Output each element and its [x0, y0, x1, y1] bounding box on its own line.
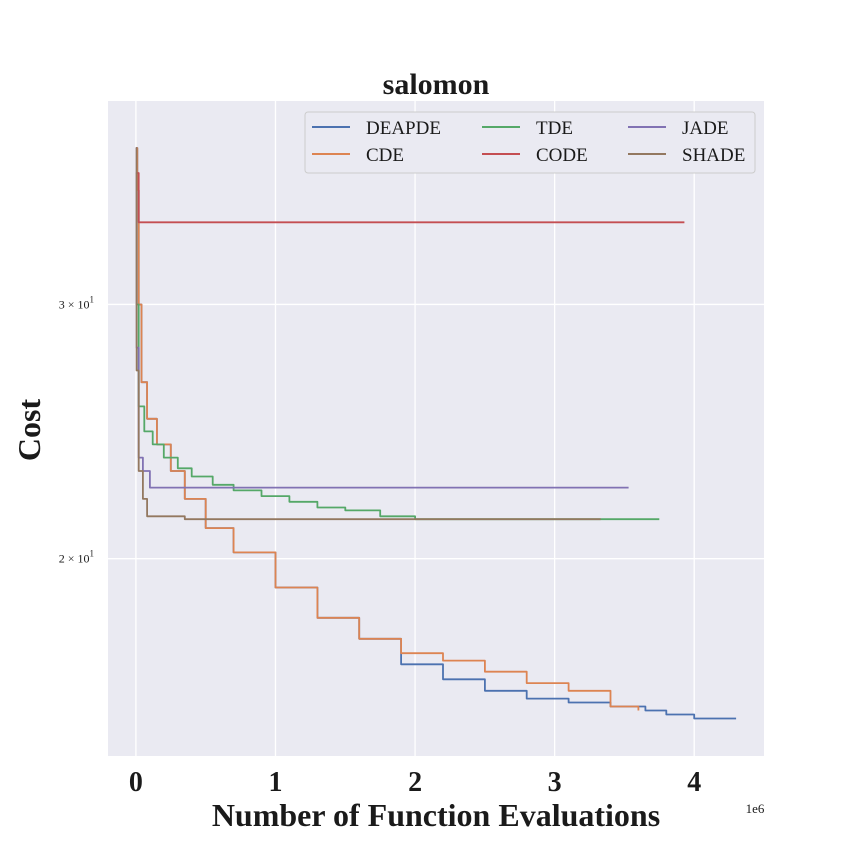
x-axis-label: Number of Function Evaluations [212, 797, 660, 833]
legend-label-jade: JADE [682, 118, 728, 139]
series-line-cde [135, 147, 640, 711]
x-tick-labels: 0 1 2 3 4 [129, 767, 701, 798]
series-line-tde [135, 172, 660, 521]
legend-label-cde: CDE [366, 145, 404, 166]
x-tick-label: 4 [687, 767, 701, 798]
x-tick-label: 0 [129, 767, 143, 798]
legend-label-shade: SHADE [682, 145, 745, 166]
x-tick-label: 1 [268, 767, 282, 798]
y-tick-labels: 3 × 101 2 × 101 [59, 294, 94, 565]
legend-label-code: CODE [536, 145, 588, 166]
series-line-shade [135, 147, 601, 521]
y-axis-label: Cost [11, 399, 47, 462]
chart-title: salomon [383, 68, 490, 101]
y-tick-label: 3 × 101 [59, 294, 94, 311]
x-tick-label: 2 [408, 767, 422, 798]
legend-label-tde: TDE [536, 118, 573, 139]
y-tick-label: 2 × 101 [59, 549, 94, 566]
grid-lines [108, 101, 764, 756]
legend-label-deapde: DEAPDE [366, 118, 441, 139]
x-axis-offset-label: 1e6 [746, 801, 765, 816]
legend: DEAPDE CDE TDE CODE JADE SHADE [304, 111, 756, 174]
x-tick-label: 3 [548, 767, 562, 798]
plot-background [108, 101, 764, 756]
series-lines [135, 147, 737, 720]
